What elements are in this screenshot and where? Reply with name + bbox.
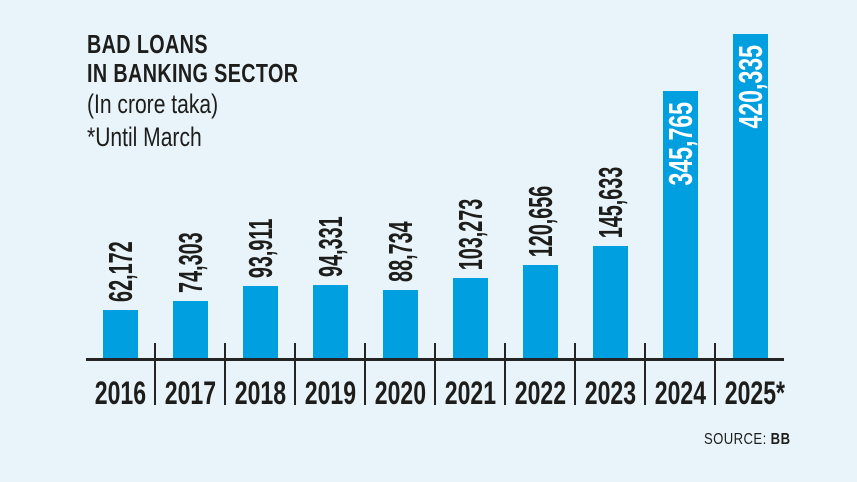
bar-value-label: 88,734 [382,181,419,282]
x-tick-label: 2020 [374,375,427,411]
x-tick-label: 2025* [724,375,786,411]
bar-2017 [173,301,208,358]
source-credit: SOURCE: BB [704,430,790,450]
bar-value-text: 345,765 [662,102,699,186]
bar-2022 [523,265,558,358]
x-tick-label: 2022 [514,375,567,411]
x-axis-separator [224,343,226,405]
x-axis-separator [504,343,506,405]
bar-value-label: 120,656 [522,138,559,257]
chart-footnote: *Until March [87,122,202,152]
bar-value-text: 94,331 [312,216,349,277]
x-axis-separator [434,343,436,405]
source-label: SOURCE: [703,431,771,448]
bar-value-label: 145,633 [592,119,629,238]
bar-value-text: 93,911 [242,218,279,278]
x-axis-separator [364,343,366,405]
bar-value-label: 62,172 [102,201,139,302]
x-tick-label: 2017 [164,375,217,411]
chart-unit-label: (In crore taka) [87,89,219,119]
bar-2023 [593,246,628,358]
bar-2021 [453,278,488,358]
x-tick-label: 2018 [234,375,287,411]
x-axis-separator [714,343,716,405]
bar-value-label: 345,765 [662,102,699,221]
x-tick-label: 2021 [444,375,497,411]
x-axis-separator [574,343,576,405]
bar-2016 [103,310,138,358]
bar-value-text: 74,303 [172,232,209,293]
x-tick-label: 2024 [654,375,707,411]
bar-2018 [243,286,278,358]
bar-value-label: 103,273 [452,151,489,270]
bar-value-label: 94,331 [312,176,349,277]
x-tick-label: 2023 [584,375,637,411]
bar-2019 [313,285,348,358]
source-value: BB [770,431,790,448]
bar-2020 [383,290,418,358]
chart-title-line-2: IN BANKING SECTOR [87,58,299,88]
bar-value-text: 420,335 [732,45,769,129]
bar-value-label: 74,303 [172,192,209,293]
chart-title-block: BAD LOANS IN BANKING SECTOR (In crore ta… [87,29,365,153]
x-axis-separator [294,343,296,405]
x-axis-separator [154,343,156,405]
bar-value-text: 103,273 [452,198,489,270]
bar-value-text: 62,172 [102,241,139,302]
chart-title-line-1: BAD LOANS [87,29,208,59]
x-axis-separator [644,343,646,405]
bar-2025* [733,34,768,358]
x-tick-label: 2019 [304,375,357,411]
bar-value-text: 145,633 [592,166,629,238]
x-tick-label: 2016 [94,375,147,411]
bar-value-text: 120,656 [522,185,559,257]
bar-value-text: 88,734 [382,221,419,282]
bar-value-label: 420,335 [732,45,769,164]
bar-2024 [663,91,698,358]
bar-value-label: 93,911 [242,179,279,278]
